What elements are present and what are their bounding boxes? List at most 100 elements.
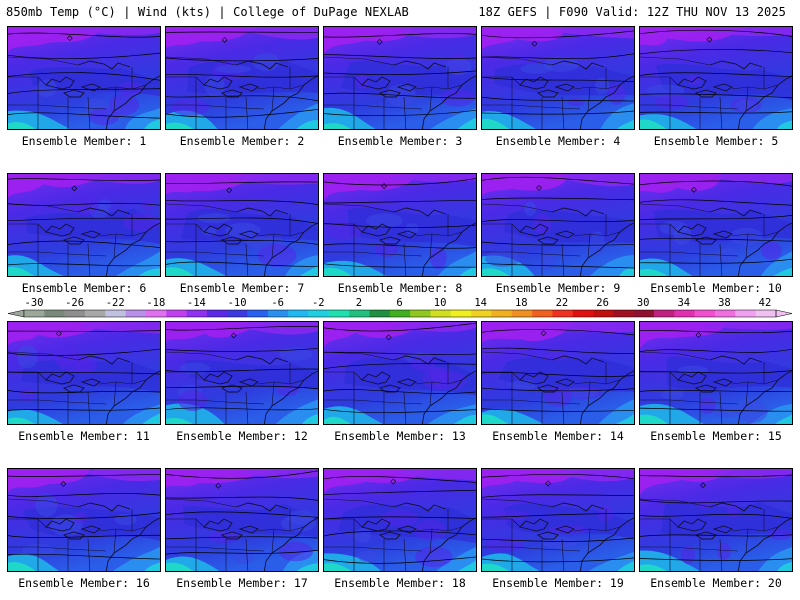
temperature-map-field	[8, 469, 160, 571]
temperature-map-field	[640, 174, 792, 276]
temperature-map-field	[324, 469, 476, 571]
ensemble-member-map	[165, 321, 319, 425]
ensemble-member-caption: Ensemble Member: 6	[21, 281, 147, 295]
ensemble-member-caption: Ensemble Member: 18	[334, 576, 466, 590]
temperature-map-field	[482, 322, 634, 424]
colorbar-swatch	[349, 310, 370, 317]
map-title: 850mb Temp (°C) | Wind (kts) | College o…	[6, 5, 409, 19]
ensemble-member-caption: Ensemble Member: 13	[334, 429, 466, 443]
colorbar-outline	[23, 309, 777, 318]
run-valid-time: 18Z GEFS | F090 Valid: 12Z THU NOV 13 20…	[478, 5, 786, 19]
colorbar-swatch	[44, 310, 65, 317]
ensemble-member-map	[323, 26, 477, 130]
colorbar-tick-label: -26	[65, 297, 85, 309]
colorbar-swatch	[64, 310, 86, 317]
ensemble-member-map	[323, 173, 477, 277]
temperature-map-field	[8, 322, 160, 424]
colorbar-swatch	[227, 310, 248, 317]
ensemble-member-map	[639, 468, 793, 572]
colorbar-tick-label: 22	[555, 297, 569, 309]
ensemble-member-caption: Ensemble Member: 9	[495, 281, 621, 295]
colorbar-swatch	[288, 310, 309, 317]
colorbar-tick-label: -14	[186, 297, 206, 309]
ensemble-member-caption: Ensemble Member: 17	[176, 576, 308, 590]
temperature-map-field	[8, 27, 160, 129]
colorbar-swatch	[369, 310, 391, 317]
colorbar-tick-label: -22	[105, 297, 125, 309]
ensemble-member-caption: Ensemble Member: 19	[492, 576, 624, 590]
colorbar-swatch	[125, 310, 147, 317]
temperature-map-field	[166, 27, 318, 129]
ensemble-member-map	[7, 321, 161, 425]
colorbar-left-arrow	[7, 309, 25, 318]
ensemble-member-map	[481, 321, 635, 425]
ensemble-member-map	[7, 26, 161, 130]
colorbar-tick-label: 2	[355, 297, 363, 309]
colorbar-swatch	[755, 310, 777, 317]
ensemble-member-map	[7, 468, 161, 572]
colorbar-swatch	[267, 310, 289, 317]
colorbar-tick-label: -2	[311, 297, 325, 309]
ensemble-member-map	[639, 26, 793, 130]
ensemble-member-caption: Ensemble Member: 10	[650, 281, 782, 295]
colorbar-swatch	[450, 310, 472, 317]
colorbar-tick-label: 10	[433, 297, 447, 309]
colorbar-swatch	[247, 310, 269, 317]
colorbar-swatch	[84, 310, 106, 317]
colorbar-swatch	[430, 310, 452, 317]
ensemble-member-map	[481, 468, 635, 572]
colorbar-tick-label: -30	[24, 297, 44, 309]
ensemble-member-map	[165, 173, 319, 277]
temperature-colorbar	[7, 309, 793, 318]
colorbar-swatch	[186, 310, 208, 317]
colorbar-swatch	[206, 310, 228, 317]
ensemble-member-caption: Ensemble Member: 1	[21, 134, 147, 148]
ensemble-member-map	[7, 173, 161, 277]
temperature-map-field	[482, 27, 634, 129]
colorbar-swatch	[532, 310, 553, 317]
temperature-map-field	[8, 174, 160, 276]
ensemble-member-caption: Ensemble Member: 7	[179, 281, 305, 295]
colorbar-swatch	[633, 310, 655, 317]
temperature-map-field	[166, 174, 318, 276]
ensemble-member-map	[481, 173, 635, 277]
ensemble-member-map	[165, 468, 319, 572]
temperature-map-field	[166, 322, 318, 424]
colorbar-swatch	[24, 310, 45, 317]
colorbar-tick-label: 34	[677, 297, 691, 309]
colorbar-swatch	[166, 310, 187, 317]
ensemble-member-caption: Ensemble Member: 11	[18, 429, 150, 443]
colorbar-tick-label: 6	[396, 297, 403, 309]
colorbar-tick-label: 14	[474, 297, 488, 309]
colorbar-swatch	[674, 310, 695, 317]
temperature-map-field	[324, 27, 476, 129]
ensemble-member-map	[323, 321, 477, 425]
temperature-map-field	[482, 174, 634, 276]
colorbar-right-arrow	[775, 309, 793, 318]
temperature-map-field	[324, 174, 476, 276]
temperature-map-field	[166, 469, 318, 571]
ensemble-member-map	[481, 26, 635, 130]
ensemble-member-map	[639, 321, 793, 425]
colorbar-tick-label: 38	[718, 297, 731, 309]
ensemble-member-caption: Ensemble Member: 15	[650, 429, 782, 443]
colorbar-swatch	[654, 310, 675, 317]
temperature-map-field	[640, 469, 792, 571]
ensemble-member-map	[639, 173, 793, 277]
colorbar-swatch	[552, 310, 574, 317]
ensemble-member-caption: Ensemble Member: 3	[337, 134, 463, 148]
colorbar-swatch	[308, 310, 330, 317]
colorbar-swatch	[328, 310, 350, 317]
colorbar-swatch	[613, 310, 635, 317]
temperature-map-field	[640, 322, 792, 424]
colorbar-tick-label: -10	[227, 297, 247, 309]
colorbar-swatch	[694, 310, 716, 317]
ensemble-member-caption: Ensemble Member: 2	[179, 134, 305, 148]
colorbar-swatch	[410, 310, 431, 317]
ensemble-member-caption: Ensemble Member: 14	[492, 429, 624, 443]
colorbar-swatch	[735, 310, 756, 317]
ensemble-member-caption: Ensemble Member: 5	[653, 134, 779, 148]
colorbar-swatch	[145, 310, 167, 317]
colorbar-swatch	[389, 310, 411, 317]
colorbar-swatch	[715, 310, 736, 317]
